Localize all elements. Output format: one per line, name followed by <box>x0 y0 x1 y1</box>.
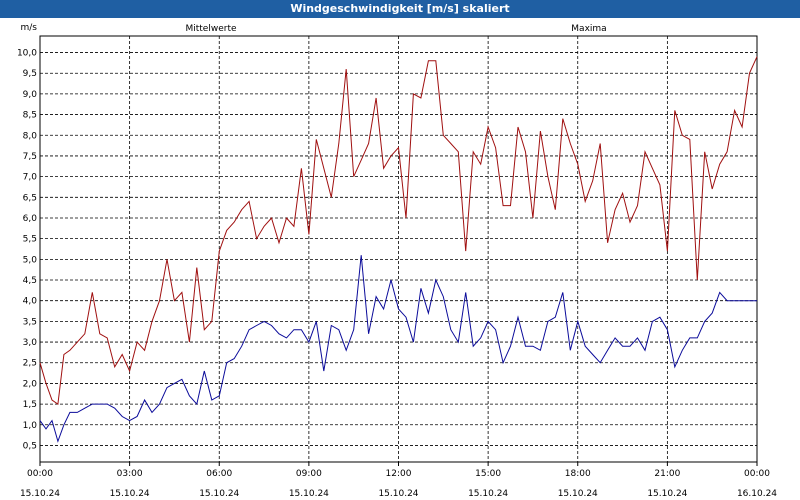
x-tick-date-label: 15.10.24 <box>289 489 329 499</box>
y-tick-label: 1,5 <box>23 400 37 410</box>
x-tick-time-label: 21:00 <box>654 469 680 479</box>
legend-mittelwerte: Mittelwerte <box>185 24 236 34</box>
series-line-max <box>39 56 758 405</box>
y-axis-label: m/s <box>21 23 38 33</box>
y-tick-label: 5,0 <box>23 255 38 265</box>
y-tick-label: 9,5 <box>23 69 37 79</box>
y-tick-label: 9,0 <box>23 90 38 100</box>
x-tick-date-label: 15.10.24 <box>558 489 598 499</box>
plot-frame <box>39 35 758 463</box>
x-tick-date-label: 16.10.24 <box>737 489 777 499</box>
x-tick-date-label: 15.10.24 <box>378 489 418 499</box>
chart-title: Windgeschwindigkeit [m/s] skaliert <box>0 0 800 18</box>
x-tick-time-label: 03:00 <box>117 469 143 479</box>
y-tick-label: 2,5 <box>23 359 37 369</box>
series-line-mean <box>39 255 757 443</box>
x-tick-time-label: 06:00 <box>206 469 232 479</box>
y-tick-label: 5,5 <box>23 235 37 245</box>
y-tick-label: 8,0 <box>23 131 38 141</box>
y-tick-label: 0,5 <box>23 441 37 451</box>
y-tick-label: 6,0 <box>23 214 38 224</box>
y-tick-label: 8,5 <box>23 111 37 121</box>
x-tick-time-label: 18:00 <box>565 469 591 479</box>
x-tick-date-label: 15.10.24 <box>647 489 687 499</box>
x-tick-time-label: 09:00 <box>296 469 322 479</box>
y-tick-label: 4,0 <box>23 297 38 307</box>
y-tick-label: 3,5 <box>23 317 37 327</box>
x-tick-date-label: 15.10.24 <box>468 489 508 499</box>
y-tick-label: 3,0 <box>23 338 38 348</box>
x-tick-date-label: 15.10.24 <box>110 489 150 499</box>
y-tick-label: 7,5 <box>23 152 37 162</box>
y-tick-label: 10,0 <box>17 49 37 59</box>
x-tick-date-label: 15.10.24 <box>199 489 239 499</box>
y-tick-label: 6,5 <box>23 193 37 203</box>
x-tick-time-label: 00:00 <box>27 469 53 479</box>
x-tick-date-label: 15.10.24 <box>20 489 60 499</box>
y-tick-label: 1,0 <box>23 421 38 431</box>
y-tick-label: 2,0 <box>23 379 38 389</box>
wind-speed-chart: 0,5 1,0 1,5 2,0 2,5 3,0 3,5 4,0 4,5 5,0 5,5 6,0 6,5 7… <box>17 23 777 499</box>
x-tick-time-label: 00:00 <box>744 469 770 479</box>
y-tick-label: 7,0 <box>23 173 38 183</box>
x-tick-time-label: 12:00 <box>386 469 412 479</box>
y-tick-label: 4,5 <box>23 276 37 286</box>
x-tick-time-label: 15:00 <box>475 469 501 479</box>
legend-maxima: Maxima <box>571 24 606 34</box>
